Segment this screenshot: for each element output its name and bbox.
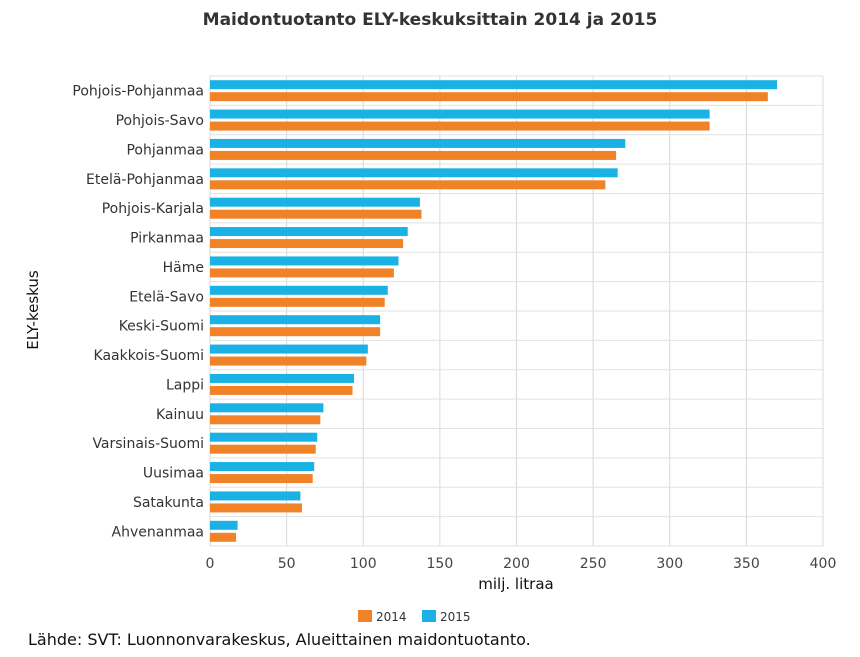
category-label: Häme xyxy=(163,260,204,276)
bar-2014[interactable] xyxy=(210,209,422,219)
legend-swatch-2015[interactable] xyxy=(422,610,436,622)
x-tick-label: 400 xyxy=(810,556,837,572)
x-tick-label: 300 xyxy=(656,556,683,572)
bar-2015[interactable] xyxy=(210,168,618,178)
grid xyxy=(209,75,824,547)
bar-2014[interactable] xyxy=(210,150,617,160)
bar-2015[interactable] xyxy=(210,491,301,501)
bar-2014[interactable] xyxy=(210,474,313,484)
bar-2014[interactable] xyxy=(210,121,710,131)
bar-2014[interactable] xyxy=(210,532,237,542)
bar-2015[interactable] xyxy=(210,197,420,207)
bar-2014[interactable] xyxy=(210,503,302,513)
category-label: Kainuu xyxy=(156,407,204,423)
bar-2015[interactable] xyxy=(210,227,408,237)
bar-2015[interactable] xyxy=(210,520,238,530)
source-note: Lähde: SVT: Luonnonvarakeskus, Alueittai… xyxy=(28,630,531,649)
bar-2014[interactable] xyxy=(210,268,394,278)
bar-2014[interactable] xyxy=(210,180,606,190)
bar-2015[interactable] xyxy=(210,285,388,295)
x-tick-label: 100 xyxy=(350,556,377,572)
bar-2015[interactable] xyxy=(210,403,324,413)
category-label: Pirkanmaa xyxy=(130,231,204,247)
category-label: Lappi xyxy=(166,377,204,393)
chart-title: Maidontuotanto ELY-keskuksittain 2014 ja… xyxy=(202,10,658,30)
x-tick-label: 250 xyxy=(580,556,607,572)
bar-2014[interactable] xyxy=(210,239,404,249)
legend-label-2015[interactable]: 2015 xyxy=(440,610,471,624)
category-label: Satakunta xyxy=(133,495,204,511)
bar-2014[interactable] xyxy=(210,415,321,425)
legend[interactable]: 2014 2015 xyxy=(358,610,471,624)
bar-2014[interactable] xyxy=(210,297,385,307)
x-tick-label: 150 xyxy=(427,556,454,572)
category-label: Pohjanmaa xyxy=(126,142,204,158)
bar-2014[interactable] xyxy=(210,92,768,102)
x-tick-labels: 0 50 100 150 200 250 300 350 400 xyxy=(206,556,837,572)
category-label: Pohjois-Savo xyxy=(116,113,204,129)
category-label: Kaakkois-Suomi xyxy=(94,348,204,364)
bar-2015[interactable] xyxy=(210,432,318,442)
legend-swatch-2014[interactable] xyxy=(358,610,372,622)
category-label: Etelä-Pohjanmaa xyxy=(86,172,204,188)
x-axis-title: milj. litraa xyxy=(478,575,553,593)
bars xyxy=(210,80,778,542)
bar-2015[interactable] xyxy=(210,80,778,90)
category-labels: Pohjois-Pohjanmaa Pohjois-Savo Pohjanmaa Et… xyxy=(72,84,204,541)
bar-2015[interactable] xyxy=(210,462,315,472)
bar-2014[interactable] xyxy=(210,327,381,337)
category-label: Pohjois-Karjala xyxy=(102,201,204,217)
category-label: Keski-Suomi xyxy=(119,319,204,335)
x-tick-label: 50 xyxy=(278,556,296,572)
category-label: Uusimaa xyxy=(143,466,204,482)
y-axis-title: ELY-keskus xyxy=(24,270,42,350)
bar-2015[interactable] xyxy=(210,373,355,383)
bar-2015[interactable] xyxy=(210,256,399,266)
bar-2015[interactable] xyxy=(210,138,626,148)
category-label: Etelä-Savo xyxy=(129,289,204,305)
bar-2015[interactable] xyxy=(210,344,368,354)
bar-2014[interactable] xyxy=(210,385,353,395)
x-tick-label: 200 xyxy=(503,556,530,572)
legend-label-2014[interactable]: 2014 xyxy=(376,610,407,624)
x-tick-label: 0 xyxy=(206,556,215,572)
category-label: Pohjois-Pohjanmaa xyxy=(72,84,204,100)
category-label: Ahvenanmaa xyxy=(112,524,204,540)
x-tick-label: 350 xyxy=(733,556,760,572)
bar-2015[interactable] xyxy=(210,315,381,325)
bar-2015[interactable] xyxy=(210,109,710,119)
bar-2014[interactable] xyxy=(210,356,367,366)
bar-2014[interactable] xyxy=(210,444,316,454)
category-label: Varsinais-Suomi xyxy=(92,436,204,452)
